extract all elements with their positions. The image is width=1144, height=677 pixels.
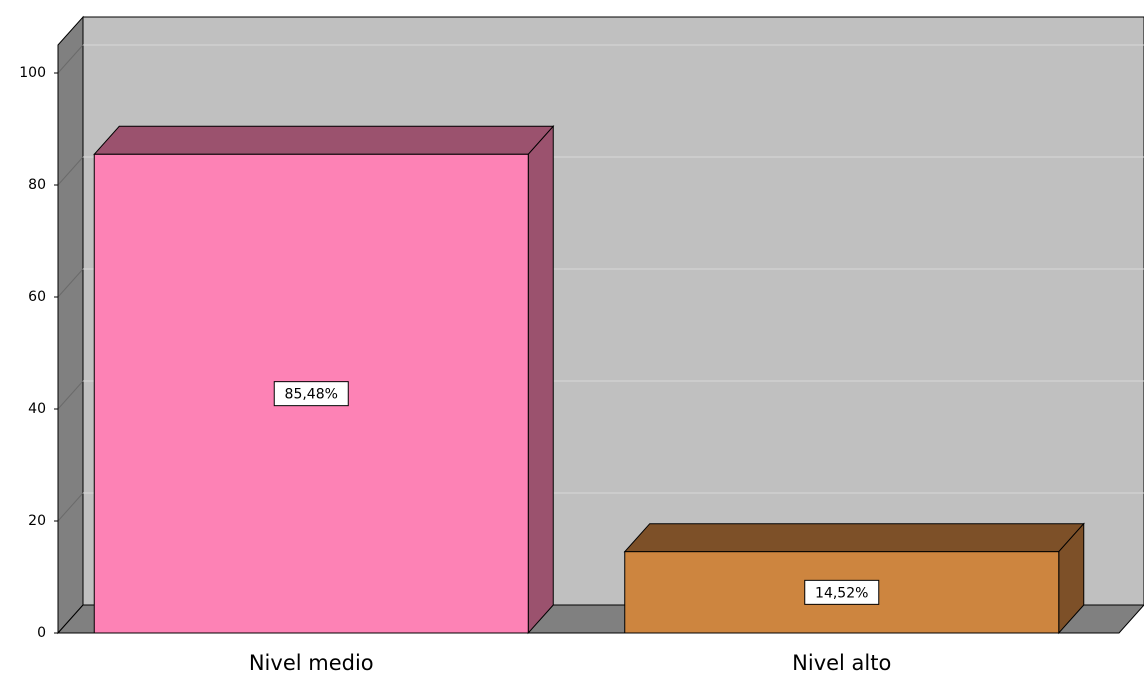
grid-line (57, 268, 84, 298)
y-tick-label: 0 (37, 625, 46, 641)
y-tick-label: 60 (28, 289, 46, 305)
value-label: 85,48% (285, 387, 338, 403)
grid-line (57, 44, 84, 74)
bar-top (93, 125, 555, 155)
y-tick-label: 100 (19, 65, 46, 81)
x-tick-label: Nivel medio (249, 651, 374, 675)
left-wall (57, 15, 84, 635)
bar-side (527, 125, 554, 635)
value-label: 14,52% (815, 585, 868, 601)
grid-line (57, 492, 84, 522)
y-tick-label: 80 (28, 177, 46, 193)
value-label-box (273, 381, 349, 407)
value-label-box (804, 579, 880, 605)
x-tick-label: Nivel alto (792, 651, 891, 675)
grid-line (57, 156, 84, 186)
y-tick-label: 20 (28, 513, 46, 529)
y-tick-label: 40 (28, 401, 46, 417)
bar-top (623, 523, 1085, 553)
grid-line (57, 380, 84, 410)
